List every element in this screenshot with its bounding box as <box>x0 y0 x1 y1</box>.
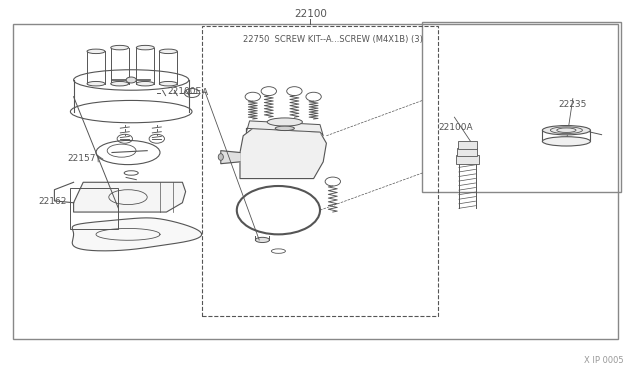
Ellipse shape <box>136 45 154 50</box>
Ellipse shape <box>87 49 105 54</box>
Ellipse shape <box>111 45 129 50</box>
Polygon shape <box>221 151 240 164</box>
Text: 22100E: 22100E <box>168 87 202 96</box>
Polygon shape <box>240 128 326 179</box>
Text: 22750  SCREW KIT--A...SCREW (M4X1B) (3): 22750 SCREW KIT--A...SCREW (M4X1B) (3) <box>243 35 423 44</box>
Ellipse shape <box>543 126 591 135</box>
Bar <box>70 188 118 229</box>
Bar <box>458 141 477 149</box>
Text: 22100A: 22100A <box>438 123 473 132</box>
Bar <box>456 155 479 164</box>
Text: A: A <box>202 88 208 97</box>
Bar <box>457 148 477 156</box>
Ellipse shape <box>87 81 105 86</box>
Circle shape <box>126 77 136 83</box>
Ellipse shape <box>136 81 154 86</box>
Ellipse shape <box>218 154 223 160</box>
Ellipse shape <box>543 137 591 146</box>
Text: 22162: 22162 <box>39 198 67 206</box>
Polygon shape <box>74 182 186 212</box>
Ellipse shape <box>255 237 269 243</box>
Polygon shape <box>246 121 323 136</box>
Ellipse shape <box>159 81 177 86</box>
Text: 22157: 22157 <box>67 154 96 163</box>
Ellipse shape <box>275 126 294 131</box>
Polygon shape <box>72 218 202 251</box>
Text: 22100: 22100 <box>294 9 327 19</box>
Bar <box>13 24 618 339</box>
Ellipse shape <box>111 81 129 86</box>
Bar <box>202 26 438 316</box>
Text: X IP 0005: X IP 0005 <box>584 356 624 365</box>
Ellipse shape <box>268 118 303 126</box>
Ellipse shape <box>159 49 177 54</box>
Text: 22235: 22235 <box>559 100 587 109</box>
Bar <box>422 22 621 192</box>
